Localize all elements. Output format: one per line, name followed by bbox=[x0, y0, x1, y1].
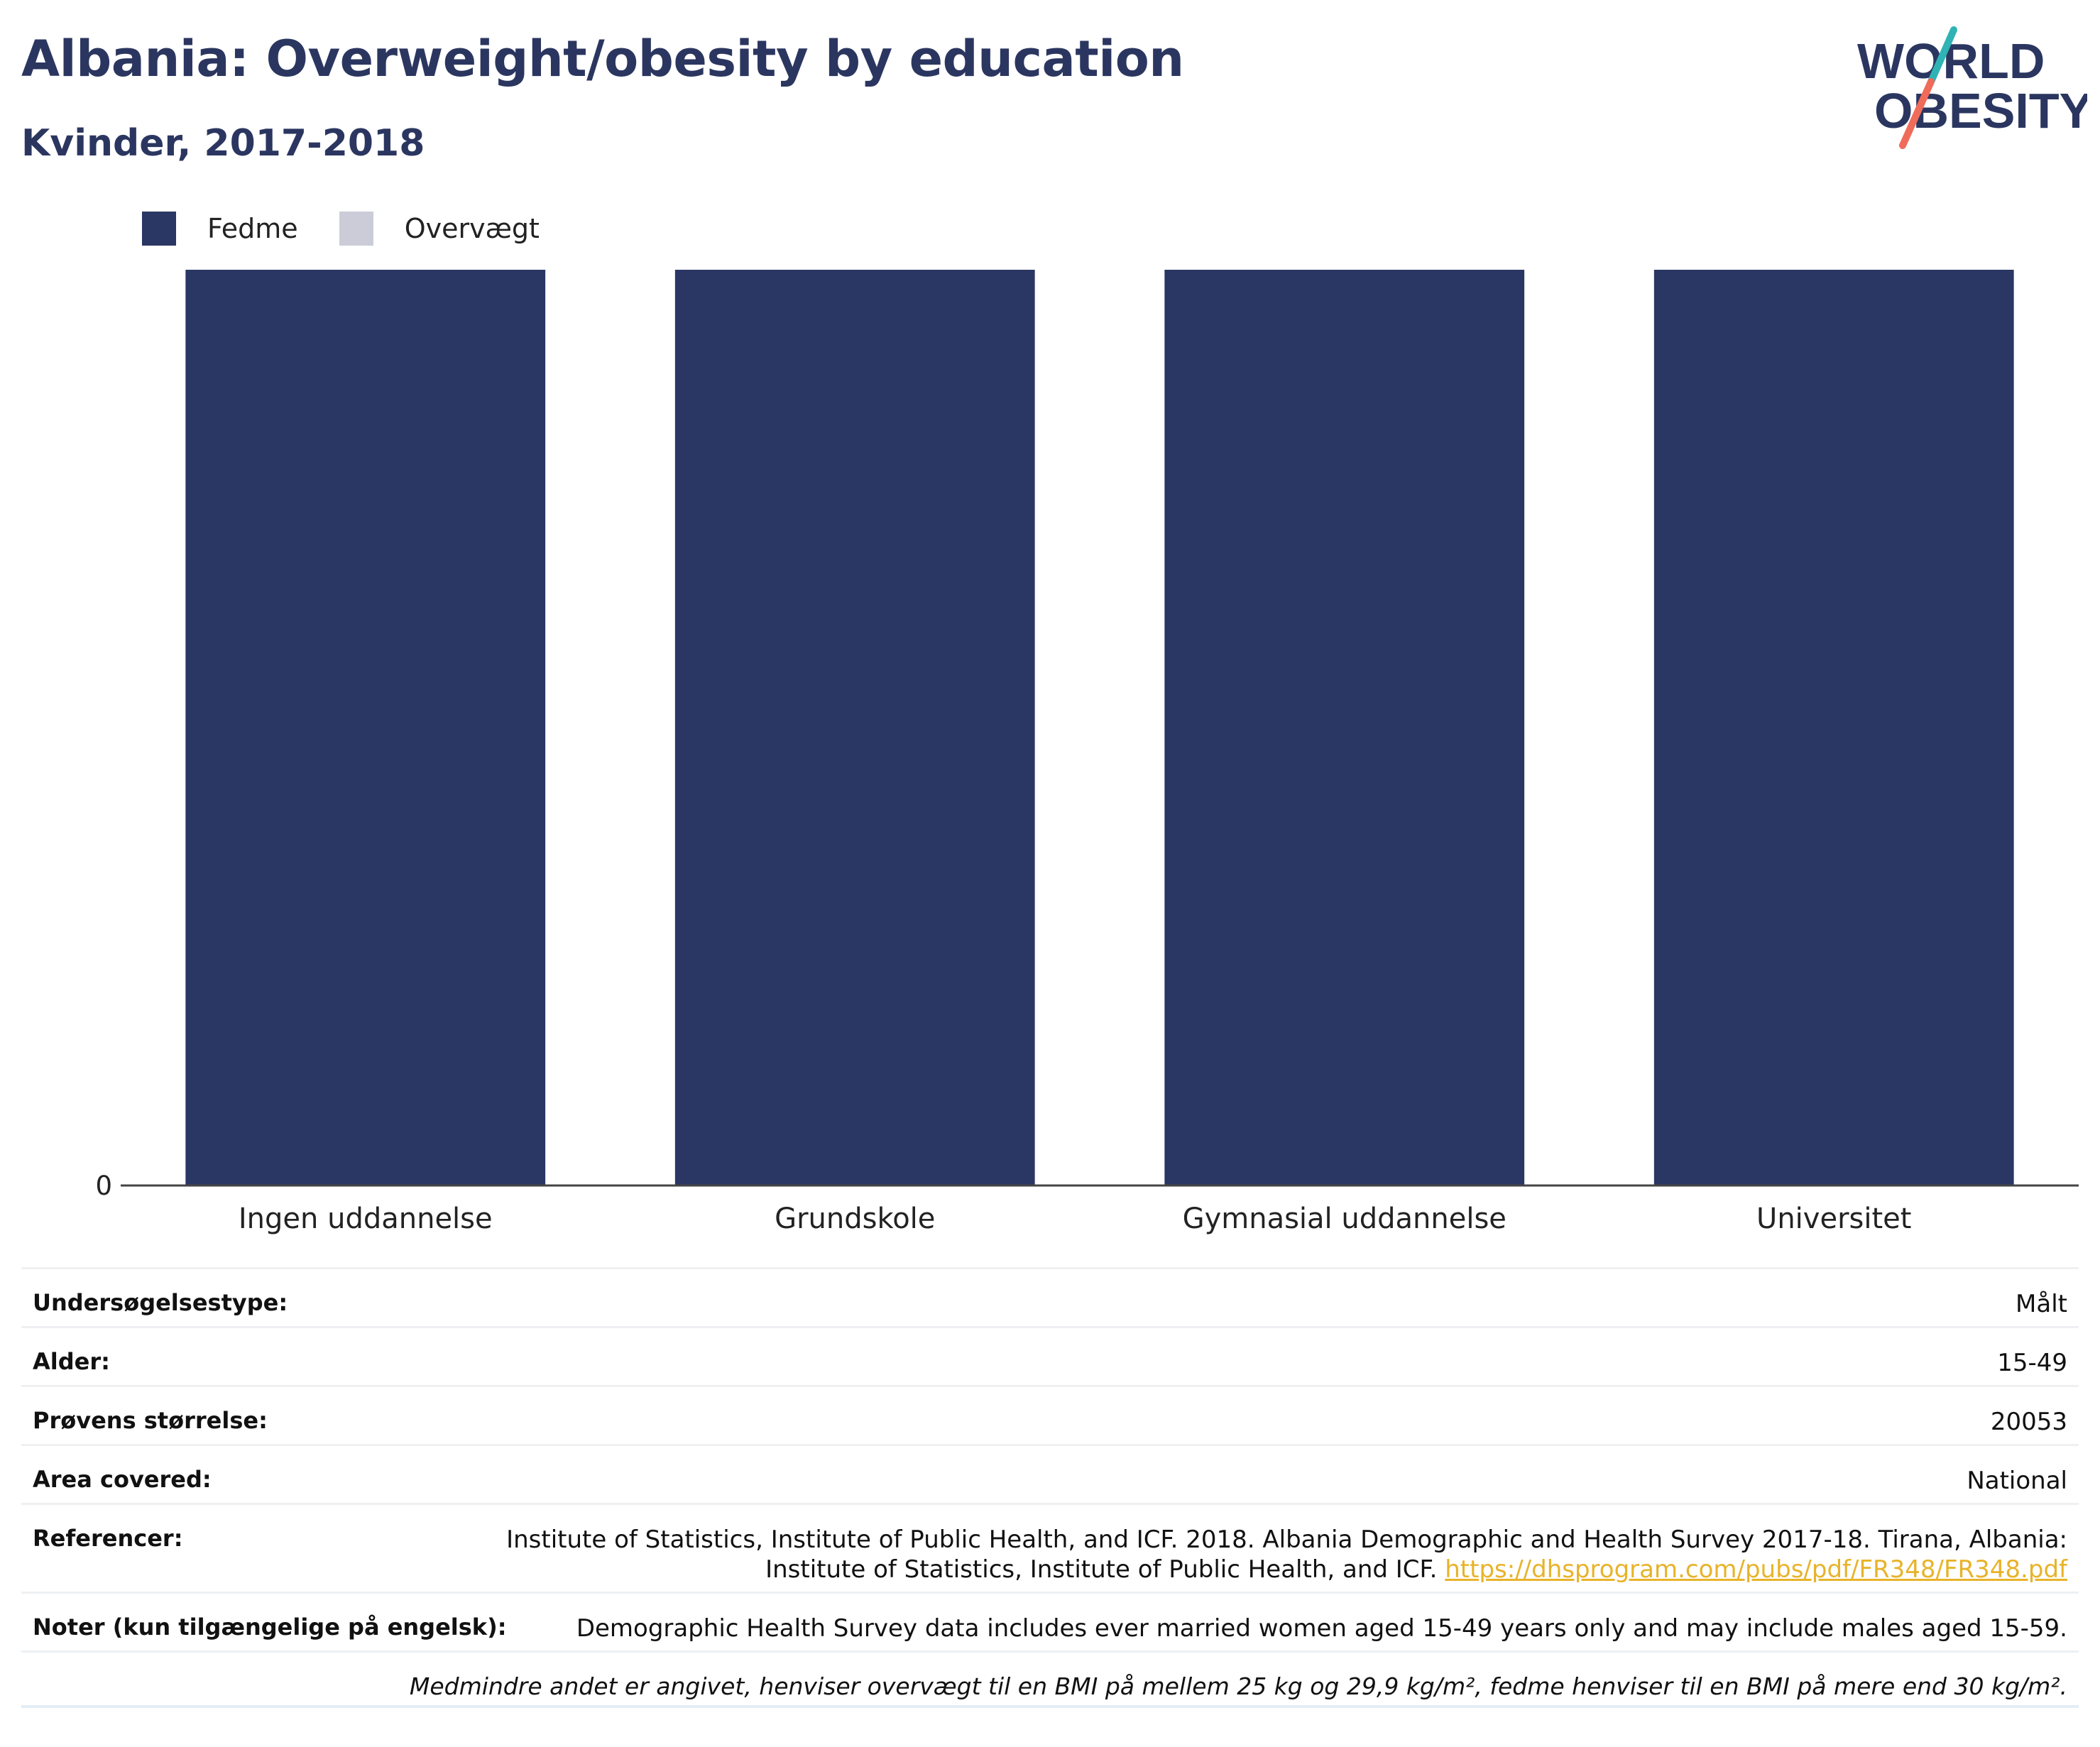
info-row-notes: Noter (kun tilgængelige på engelsk): Dem… bbox=[21, 1592, 2079, 1650]
info-row: Area covered: National bbox=[21, 1444, 2079, 1503]
info-value-area: National bbox=[1967, 1467, 2067, 1495]
info-key-survey-type: Undersøgelsestype: bbox=[33, 1289, 288, 1316]
x-tick-label: Grundskole bbox=[775, 1203, 935, 1235]
info-row: Alder: 15-49 bbox=[21, 1326, 2079, 1385]
info-key-references: Referencer: bbox=[33, 1525, 183, 1552]
logo-slash-coral bbox=[1899, 78, 1935, 149]
legend: Fedme Overvægt bbox=[142, 210, 581, 247]
bar-segment-fedme bbox=[1653, 270, 2014, 1185]
legend-label-overvaegt: Overvægt bbox=[404, 213, 540, 244]
x-tick-label: Universitet bbox=[1756, 1203, 1911, 1235]
logo-slash-teal bbox=[1927, 26, 1957, 85]
bar-segment-fedme bbox=[185, 270, 546, 1185]
reference-link[interactable]: https://dhsprogram.com/pubs/pdf/FR348/FR… bbox=[1445, 1555, 2067, 1584]
info-value-survey-type: Målt bbox=[2016, 1290, 2067, 1318]
info-key-age: Alder: bbox=[33, 1348, 110, 1375]
reference-line-1: Institute of Statistics, Institute of Pu… bbox=[506, 1526, 2067, 1554]
bar-segment-fedme bbox=[674, 270, 1035, 1185]
reference-line-2: Institute of Statistics, Institute of Pu… bbox=[765, 1555, 1438, 1584]
survey-info-table: Undersøgelsestype: Målt Alder: 15-49 Prø… bbox=[21, 1267, 2079, 1708]
stacked-bar-chart: 01020304050%Ingen uddannelseGrundskoleGy… bbox=[95, 270, 2079, 1235]
info-key-sample-size: Prøvens størrelse: bbox=[33, 1407, 268, 1434]
legend-swatch-fedme bbox=[142, 212, 176, 246]
chart-title: Albania: Overweight/obesity by education bbox=[21, 30, 1184, 88]
legend-item-overvaegt[interactable]: Overvægt bbox=[339, 212, 540, 246]
info-value-age: 15-49 bbox=[1997, 1349, 2067, 1377]
x-tick-label: Ingen uddannelse bbox=[239, 1203, 493, 1235]
footnote: Medmindre andet er angivet, henviser ove… bbox=[21, 1650, 2079, 1708]
x-tick-label: Gymnasial uddannelse bbox=[1183, 1203, 1506, 1235]
world-obesity-logo: WORLD OBESITY bbox=[1857, 26, 2087, 149]
info-row: Prøvens størrelse: 20053 bbox=[21, 1385, 2079, 1444]
legend-label-fedme: Fedme bbox=[207, 213, 298, 244]
info-row-references: Referencer: Institute of Statistics, Ins… bbox=[21, 1503, 2079, 1592]
info-key-notes: Noter (kun tilgængelige på engelsk): bbox=[33, 1614, 507, 1641]
info-row: Undersøgelsestype: Målt bbox=[21, 1267, 2079, 1326]
info-value-sample-size: 20053 bbox=[1990, 1408, 2067, 1436]
y-tick-label: 0 bbox=[95, 1171, 112, 1201]
info-value-notes: Demographic Health Survey data includes … bbox=[576, 1614, 2067, 1643]
info-key-area: Area covered: bbox=[33, 1466, 212, 1493]
bar-segment-fedme bbox=[1164, 270, 1525, 1185]
chart-subtitle: Kvinder, 2017-2018 bbox=[21, 122, 425, 165]
legend-item-fedme[interactable]: Fedme bbox=[142, 212, 298, 246]
legend-swatch-overvaegt bbox=[339, 212, 373, 246]
info-value-references: Institute of Statistics, Institute of Pu… bbox=[506, 1525, 2067, 1584]
